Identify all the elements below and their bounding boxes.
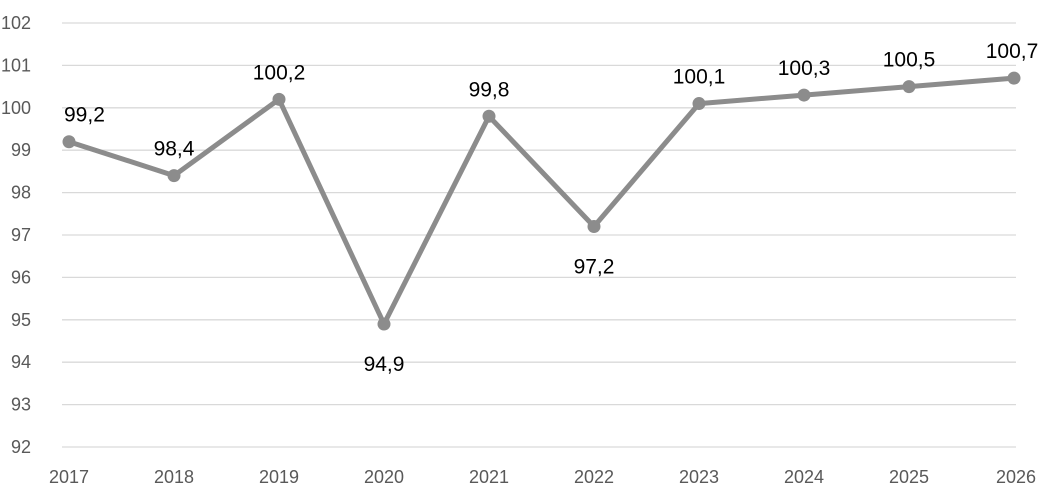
data-point-2025 [902,80,916,94]
x-tick-label: 2025 [889,467,929,486]
y-tick-label: 94 [11,352,31,372]
data-label: 98,4 [154,138,195,161]
y-axis-ticks: 92 93 94 95 96 97 98 99 100 101 102 [1,13,31,457]
x-tick-label: 2021 [469,467,509,486]
data-point-2018 [167,169,181,183]
data-label: 99,2 [64,104,105,127]
data-point-2021 [482,109,496,123]
x-tick-label: 2019 [259,467,299,486]
x-tick-label: 2017 [49,467,89,486]
y-tick-label: 97 [11,225,31,245]
x-tick-label: 2020 [364,467,404,486]
y-tick-label: 98 [11,183,31,203]
data-point-2023 [692,97,706,111]
x-axis-ticks: 2017 2018 2019 2020 2021 2022 2023 2024 2025 2026 [49,467,1036,486]
y-tick-label: 93 [11,395,31,415]
data-point-2020 [377,317,391,331]
series-group [62,71,1021,331]
data-point-2026 [1007,71,1021,85]
x-tick-label: 2026 [996,467,1036,486]
x-tick-label: 2024 [784,467,824,486]
y-tick-label: 101 [1,55,31,75]
data-point-2022 [587,220,601,234]
y-tick-label: 95 [11,310,31,330]
data-label: 100,5 [883,49,936,72]
data-label: 100,1 [673,66,726,89]
y-tick-label: 96 [11,267,31,287]
data-label: 100,7 [986,40,1039,63]
data-labels: 99,2 98,4 100,2 94,9 99,8 97,2 100,1 100,3 100,5… [64,40,1038,376]
y-tick-label: 100 [1,98,31,118]
data-label: 99,8 [469,78,510,101]
data-label: 100,3 [778,57,831,80]
data-point-2019 [272,92,286,106]
data-point-2017 [62,135,76,149]
data-label: 97,2 [574,256,615,279]
data-label: 94,9 [364,353,405,376]
data-point-2024 [797,88,811,102]
y-tick-label: 102 [1,13,31,33]
series-line [66,75,1017,327]
x-tick-label: 2018 [154,467,194,486]
y-tick-label: 99 [11,140,31,160]
y-tick-label: 92 [11,437,31,457]
x-tick-label: 2022 [574,467,614,486]
data-label: 100,2 [253,61,306,84]
x-tick-label: 2023 [679,467,719,486]
gridlines [62,22,1016,448]
